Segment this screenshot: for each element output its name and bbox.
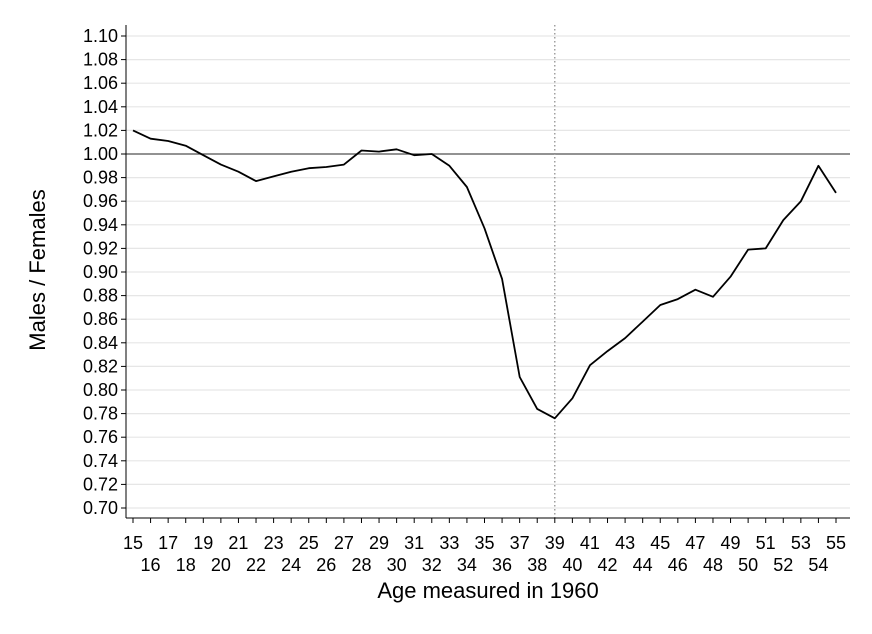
x-tick-label: 39: [545, 533, 565, 553]
y-tick-label: 1.06: [83, 73, 118, 93]
x-tick-label: 18: [176, 555, 196, 575]
y-tick-label: 0.84: [83, 333, 118, 353]
y-tick-label: 0.98: [83, 168, 118, 188]
y-tick-label: 0.70: [83, 498, 118, 518]
x-tick-label: 23: [264, 533, 284, 553]
series-line: [132, 129, 837, 420]
x-tick-label: 27: [334, 533, 354, 553]
y-tick-label: 0.90: [83, 262, 118, 282]
x-tick-label: 37: [510, 533, 530, 553]
y-tick-label: 1.10: [83, 26, 118, 46]
x-tick-label: 45: [650, 533, 670, 553]
x-tick-label: 47: [685, 533, 705, 553]
x-tick-label: 50: [738, 555, 758, 575]
x-tick-label: 30: [387, 555, 407, 575]
x-tick-label: 17: [158, 533, 178, 553]
grid-lines: [126, 35, 850, 509]
x-tick-label: 31: [404, 533, 424, 553]
x-axis-title: Age measured in 1960: [377, 578, 598, 603]
y-tick-label: 0.86: [83, 309, 118, 329]
x-tick-label: 34: [457, 555, 477, 575]
x-tick-label: 40: [562, 555, 582, 575]
x-tick-label: 42: [598, 555, 618, 575]
y-tick-label: 0.88: [83, 286, 118, 306]
x-tick-label: 25: [299, 533, 319, 553]
x-tick-labels: 1516171819202122232425262728293031323334…: [123, 533, 846, 575]
x-tick-label: 33: [439, 533, 459, 553]
x-tick-label: 28: [351, 555, 371, 575]
x-tick-label: 35: [474, 533, 494, 553]
x-tick-label: 53: [791, 533, 811, 553]
x-tick-label: 16: [141, 555, 161, 575]
y-tick-label: 0.82: [83, 356, 118, 376]
y-tick-label: 0.94: [83, 215, 118, 235]
y-tick-label: 1.02: [83, 120, 118, 140]
x-tick-label: 29: [369, 533, 389, 553]
y-tick-label: 1.04: [83, 97, 118, 117]
x-tick-label: 21: [228, 533, 248, 553]
y-tick-label: 1.00: [83, 144, 118, 164]
y-tick-label: 1.08: [83, 50, 118, 70]
y-axis-title: Males / Females: [25, 189, 50, 350]
x-tick-label: 38: [527, 555, 547, 575]
x-tick-label: 19: [193, 533, 213, 553]
reference-lines: [126, 25, 850, 518]
x-tick-label: 49: [721, 533, 741, 553]
y-tick-label: 0.72: [83, 474, 118, 494]
x-tick-label: 22: [246, 555, 266, 575]
y-tick-labels: 0.70 0.72 0.74 0.76 0.78 0.80 0.82 0.84 0.86 0.88…: [83, 26, 118, 518]
x-tick-label: 44: [633, 555, 653, 575]
x-tick-label: 43: [615, 533, 635, 553]
x-tick-label: 55: [826, 533, 846, 553]
x-tick-label: 20: [211, 555, 231, 575]
y-tick-label: 0.92: [83, 238, 118, 258]
axes: [121, 25, 850, 523]
x-tick-label: 32: [422, 555, 442, 575]
x-tick-label: 26: [316, 555, 336, 575]
y-tick-label: 0.76: [83, 427, 118, 447]
x-tick-label: 41: [580, 533, 600, 553]
x-tick-label: 24: [281, 555, 301, 575]
x-tick-label: 15: [123, 533, 143, 553]
x-tick-label: 52: [773, 555, 793, 575]
y-tick-label: 0.78: [83, 404, 118, 424]
x-tick-label: 48: [703, 555, 723, 575]
x-tick-label: 54: [808, 555, 828, 575]
y-tick-label: 0.80: [83, 380, 118, 400]
x-tick-label: 36: [492, 555, 512, 575]
x-tick-label: 51: [756, 533, 776, 553]
y-tick-label: 0.96: [83, 191, 118, 211]
x-tick-label: 46: [668, 555, 688, 575]
series-layer: [132, 129, 837, 420]
y-tick-label: 0.74: [83, 451, 118, 471]
